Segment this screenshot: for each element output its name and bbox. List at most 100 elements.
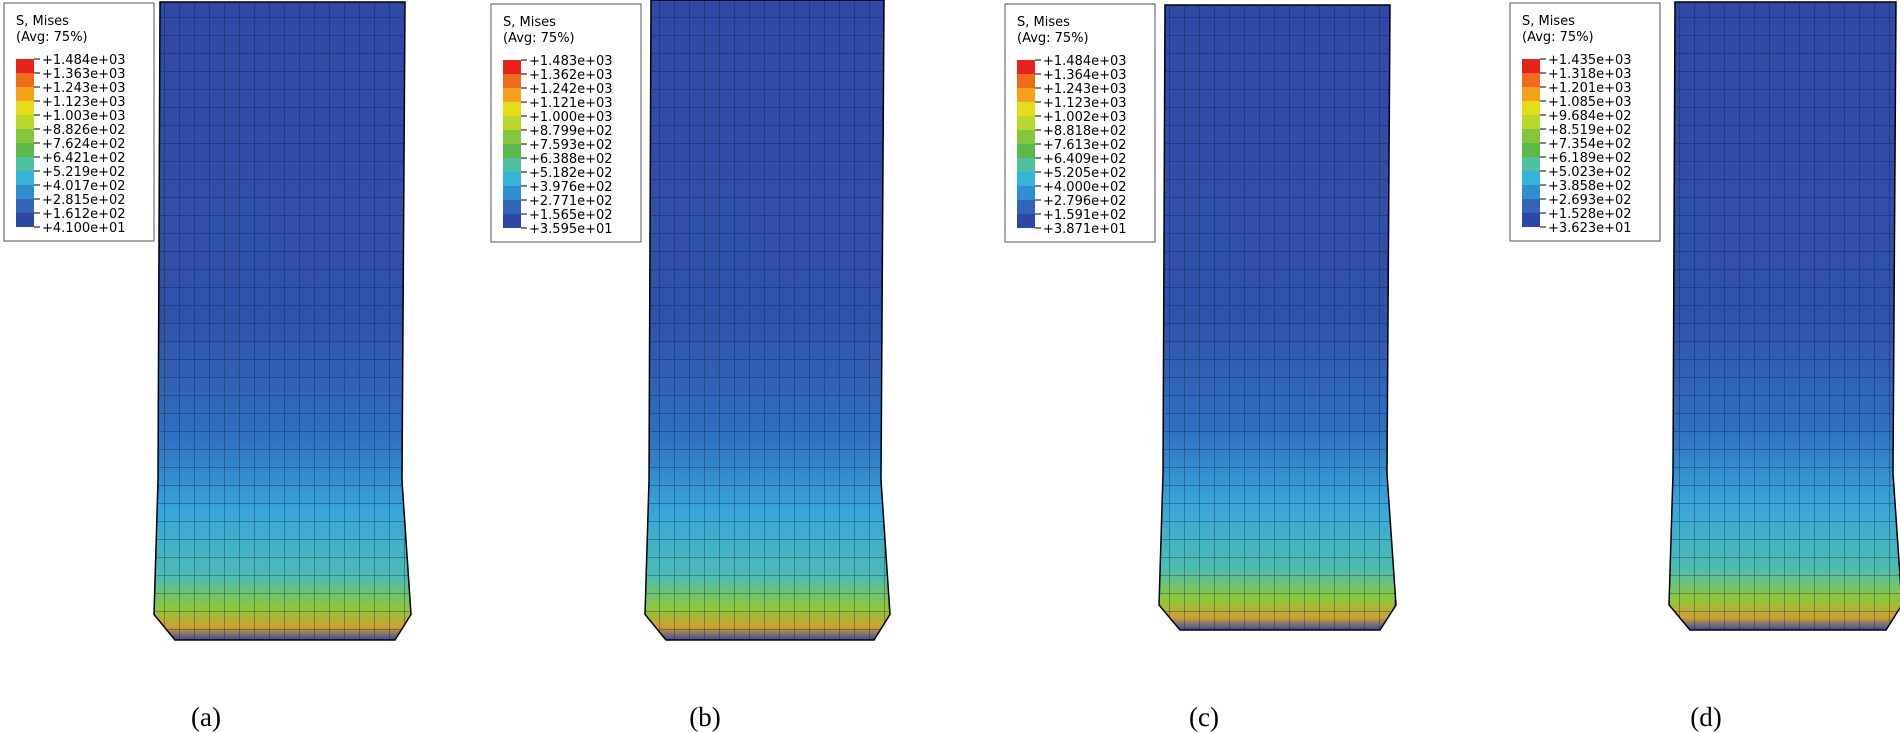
legend-band — [503, 186, 521, 200]
legend-band — [16, 73, 34, 87]
legend-label: +6.421e+02 — [42, 151, 126, 166]
legend-label: +1.242e+03 — [529, 82, 613, 97]
legend-band — [503, 214, 521, 228]
legend-band — [1522, 185, 1540, 199]
legend-band — [1522, 115, 1540, 129]
legend-label: +1.085e+03 — [1548, 95, 1632, 110]
legend-band — [503, 116, 521, 130]
legend-band — [16, 115, 34, 129]
legend-band — [16, 157, 34, 171]
column-mesh — [154, 2, 411, 640]
legend-label: +2.815e+02 — [42, 193, 126, 208]
legend-band — [1017, 102, 1035, 116]
legend-label: +1.483e+03 — [529, 54, 613, 69]
legend-label: +2.796e+02 — [1043, 194, 1127, 209]
legend-label: +5.219e+02 — [42, 165, 126, 180]
legend-band — [503, 158, 521, 172]
legend-band — [1017, 158, 1035, 172]
legend-label: +1.121e+03 — [529, 96, 613, 111]
legend-band — [1522, 213, 1540, 227]
legend-label: +8.826e+02 — [42, 123, 126, 138]
legend-subtitle: (Avg: 75%) — [1522, 30, 1594, 45]
legend-band — [1522, 157, 1540, 171]
legend-band — [1017, 214, 1035, 228]
legend-label: +8.818e+02 — [1043, 124, 1127, 139]
legend-band — [1017, 200, 1035, 214]
legend-subtitle: (Avg: 75%) — [1017, 31, 1089, 46]
legend-label: +4.017e+02 — [42, 179, 126, 194]
caption: (a) — [191, 702, 221, 732]
legend-label: +1.318e+03 — [1548, 67, 1632, 82]
legend-band — [503, 144, 521, 158]
legend-label: +5.205e+02 — [1043, 166, 1127, 181]
column-mesh — [645, 0, 890, 640]
legend-title: S, Mises — [1522, 14, 1575, 29]
legend-band — [503, 88, 521, 102]
legend-band — [16, 199, 34, 213]
legend-label: +1.000e+03 — [529, 110, 613, 125]
legend-label: +4.000e+02 — [1043, 180, 1127, 195]
legend-label: +1.243e+03 — [1043, 82, 1127, 97]
legend-label: +1.484e+03 — [42, 53, 126, 68]
legend-band — [503, 74, 521, 88]
legend-band — [1017, 116, 1035, 130]
legend-band — [1522, 73, 1540, 87]
legend-label: +1.591e+02 — [1043, 208, 1127, 223]
legend-band — [1017, 172, 1035, 186]
legend-subtitle: (Avg: 75%) — [16, 30, 88, 45]
legend-label: +1.243e+03 — [42, 81, 126, 96]
legend-label: +1.435e+03 — [1548, 53, 1632, 68]
legend-band — [1522, 129, 1540, 143]
legend-band — [503, 60, 521, 74]
legend-label: +8.519e+02 — [1548, 123, 1632, 138]
legend-label: +7.593e+02 — [529, 138, 613, 153]
legend-band — [16, 213, 34, 227]
legend-label: +7.624e+02 — [42, 137, 126, 152]
legend-band — [16, 87, 34, 101]
legend-label: +1.362e+03 — [529, 68, 613, 83]
legend-band — [1017, 186, 1035, 200]
legend-label: +3.623e+01 — [1548, 221, 1632, 236]
legend-band — [16, 101, 34, 115]
legend-label: +2.693e+02 — [1548, 193, 1632, 208]
legend-band — [503, 200, 521, 214]
column-mesh — [1669, 2, 1900, 630]
legend-label: +7.354e+02 — [1548, 137, 1632, 152]
caption: (c) — [1189, 702, 1219, 732]
legend-band — [503, 172, 521, 186]
legend-label: +3.858e+02 — [1548, 179, 1632, 194]
legend-band — [1017, 144, 1035, 158]
legend-label: +1.002e+03 — [1043, 110, 1127, 125]
legend-label: +7.613e+02 — [1043, 138, 1127, 153]
legend-label: +6.388e+02 — [529, 152, 613, 167]
legend-subtitle: (Avg: 75%) — [503, 31, 575, 46]
legend-label: +5.182e+02 — [529, 166, 613, 181]
legend-band — [1017, 88, 1035, 102]
legend-label: +1.528e+02 — [1548, 207, 1632, 222]
legend-label: +8.799e+02 — [529, 124, 613, 139]
legend-label: +6.409e+02 — [1043, 152, 1127, 167]
legend-band — [1522, 143, 1540, 157]
legend-label: +1.201e+03 — [1548, 81, 1632, 96]
legend-label: +5.023e+02 — [1548, 165, 1632, 180]
legend-band — [1522, 101, 1540, 115]
legend-label: +9.684e+02 — [1548, 109, 1632, 124]
column-mesh — [1159, 5, 1396, 630]
legend-band — [16, 171, 34, 185]
legend-title: S, Mises — [16, 14, 69, 29]
legend-label: +1.003e+03 — [42, 109, 126, 124]
legend-band — [16, 59, 34, 73]
legend-label: +1.612e+02 — [42, 207, 126, 222]
legend-band — [16, 143, 34, 157]
legend-label: +1.484e+03 — [1043, 54, 1127, 69]
caption: (d) — [1690, 702, 1721, 732]
legend-band — [503, 130, 521, 144]
legend-label: +2.771e+02 — [529, 194, 613, 209]
legend-label: +1.565e+02 — [529, 208, 613, 223]
legend-label: +3.595e+01 — [529, 222, 613, 237]
legend-title: S, Mises — [503, 15, 556, 30]
legend-label: +1.364e+03 — [1043, 68, 1127, 83]
legend-label: +4.100e+01 — [42, 221, 126, 236]
legend-band — [1017, 74, 1035, 88]
